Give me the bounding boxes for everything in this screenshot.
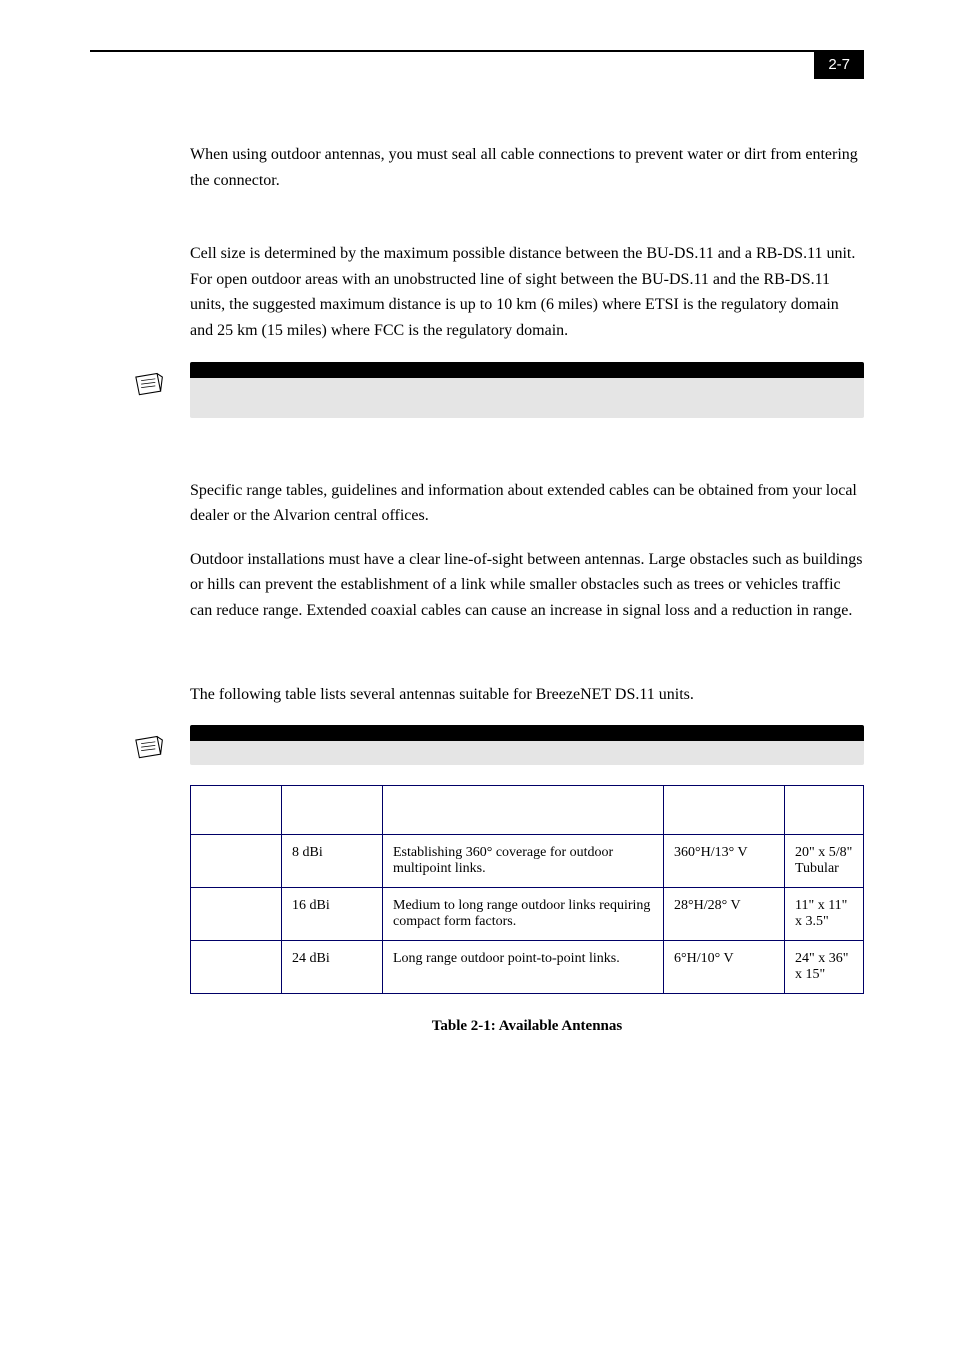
table-caption: Table 2-1: Available Antennas bbox=[190, 1018, 864, 1035]
note-icon bbox=[132, 370, 168, 400]
cell-model bbox=[191, 835, 282, 888]
note-icon bbox=[132, 733, 168, 763]
cell-model bbox=[191, 888, 282, 941]
table-row: 8 dBi Establishing 360° coverage for out… bbox=[191, 835, 864, 888]
cell-dimensions: 11" x 11" x 3.5" bbox=[785, 888, 864, 941]
main-content: When using outdoor antennas, you must se… bbox=[190, 142, 864, 1035]
cell-dimensions: 24" x 36" x 15" bbox=[785, 941, 864, 994]
cell-model bbox=[191, 941, 282, 994]
cell-beamwidth: 28°H/28° V bbox=[664, 888, 785, 941]
col-gain bbox=[282, 786, 383, 835]
page-number: 2-7 bbox=[814, 50, 864, 79]
range-paragraph: Specific range tables, guidelines and in… bbox=[190, 478, 864, 529]
note-block-2 bbox=[190, 725, 864, 765]
header-rule: 2-7 bbox=[90, 50, 864, 52]
table-intro-paragraph: The following table lists several antenn… bbox=[190, 682, 864, 708]
table-row: 16 dBi Medium to long range outdoor link… bbox=[191, 888, 864, 941]
cell-application: Establishing 360° coverage for outdoor m… bbox=[383, 835, 664, 888]
table-header-row bbox=[191, 786, 864, 835]
cell-application: Medium to long range outdoor links requi… bbox=[383, 888, 664, 941]
table-row: 24 dBi Long range outdoor point-to-point… bbox=[191, 941, 864, 994]
cell-dimensions: 20" x 5/8" Tubular bbox=[785, 835, 864, 888]
antennas-table: 8 dBi Establishing 360° coverage for out… bbox=[190, 785, 864, 994]
cell-gain: 24 dBi bbox=[282, 941, 383, 994]
col-model bbox=[191, 786, 282, 835]
cell-beamwidth: 6°H/10° V bbox=[664, 941, 785, 994]
col-beamwidth bbox=[664, 786, 785, 835]
cell-gain: 16 dBi bbox=[282, 888, 383, 941]
cell-gain: 8 dBi bbox=[282, 835, 383, 888]
outdoor-paragraph: Outdoor installations must have a clear … bbox=[190, 547, 864, 624]
cell-size-paragraph: Cell size is determined by the maximum p… bbox=[190, 241, 864, 343]
col-application bbox=[383, 786, 664, 835]
col-dimensions bbox=[785, 786, 864, 835]
cell-beamwidth: 360°H/13° V bbox=[664, 835, 785, 888]
cell-application: Long range outdoor point-to-point links. bbox=[383, 941, 664, 994]
intro-paragraph: When using outdoor antennas, you must se… bbox=[190, 142, 864, 193]
note-block-1 bbox=[190, 362, 864, 418]
